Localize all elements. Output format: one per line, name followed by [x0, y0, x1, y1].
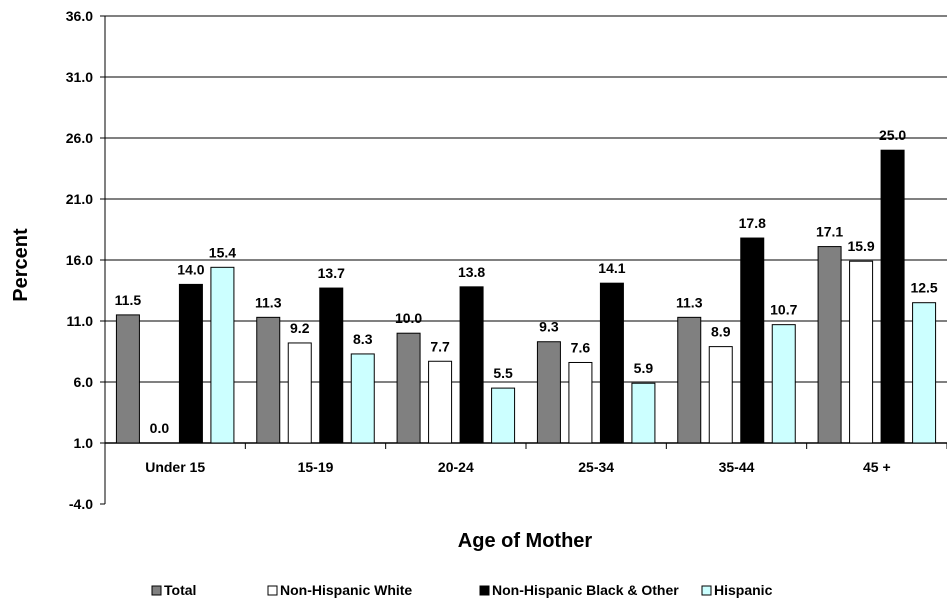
- bar: [459, 286, 484, 444]
- bar: [817, 246, 842, 444]
- legend-label: Non-Hispanic White: [280, 582, 412, 598]
- category-label: Under 15: [145, 459, 205, 475]
- y-tick-label: 1.0: [74, 435, 94, 451]
- category-label: 25-34: [578, 459, 614, 475]
- data-label: 11.5: [115, 292, 142, 308]
- y-tick-label: 16.0: [66, 252, 93, 268]
- legend-label: Hispanic: [714, 582, 773, 598]
- bar: [771, 324, 796, 444]
- data-label: 9.2: [290, 320, 310, 336]
- bars: [115, 149, 937, 444]
- legend-swatch: [479, 585, 490, 596]
- data-label: 15.9: [847, 238, 874, 254]
- legend-swatch: [151, 585, 162, 596]
- bar: [396, 332, 421, 444]
- data-label: 14.0: [177, 261, 204, 277]
- legend: Total Non-Hispanic White Non-Hispanic Blac…: [151, 582, 773, 598]
- data-label: 13.8: [458, 264, 485, 280]
- data-label: 5.9: [634, 360, 654, 376]
- y-tick-label: 31.0: [66, 69, 93, 85]
- x-axis-title: Age of Mother: [458, 530, 593, 552]
- data-label: 7.7: [430, 338, 450, 354]
- data-labels: 11.5 0.0 14.0 15.4 11.3 9.2 13.7 8.3 10.0 7.7 13.8…: [115, 127, 938, 436]
- legend-label: Non-Hispanic Black & Other: [492, 582, 679, 598]
- bar: [849, 260, 874, 444]
- data-label: 10.7: [770, 302, 797, 318]
- y-tick-label: 11.0: [67, 313, 94, 329]
- bar: [319, 287, 344, 444]
- y-axis-title: Percent: [10, 228, 32, 302]
- data-label: 5.5: [493, 365, 513, 381]
- category-label: 15-19: [298, 459, 334, 475]
- bar: [599, 282, 624, 444]
- data-label: 9.3: [539, 319, 559, 335]
- bar: [428, 360, 453, 444]
- legend-label: Total: [164, 582, 196, 598]
- y-tick-label: 21.0: [66, 191, 93, 207]
- data-label: 11.3: [676, 294, 703, 310]
- bar: [536, 341, 561, 444]
- data-label: 15.4: [209, 244, 236, 260]
- data-label: 10.0: [395, 310, 422, 326]
- bar: [256, 316, 281, 444]
- bar: [631, 382, 656, 444]
- data-label: 7.6: [571, 339, 591, 355]
- bar: [491, 387, 516, 444]
- bar: [350, 353, 375, 444]
- bar: [178, 283, 203, 444]
- category-label: 45 +: [863, 459, 891, 475]
- data-label: 11.3: [255, 294, 282, 310]
- legend-swatch: [267, 585, 278, 596]
- category-label: 35-44: [719, 459, 755, 475]
- gridlines: [105, 15, 947, 444]
- data-label: 12.5: [910, 280, 937, 296]
- data-label: 17.1: [816, 224, 843, 240]
- data-label: 0.0: [150, 420, 170, 436]
- y-tick-label: 36.0: [66, 8, 93, 24]
- bar: [708, 346, 733, 444]
- data-label: 17.8: [739, 215, 766, 231]
- bar: [115, 314, 140, 444]
- data-label: 14.1: [598, 260, 625, 276]
- data-label: 25.0: [879, 127, 906, 143]
- bar: [740, 237, 765, 444]
- data-label: 13.7: [318, 265, 345, 281]
- y-tick-label: 26.0: [66, 130, 93, 146]
- bar: [677, 316, 702, 444]
- data-label: 8.9: [711, 324, 731, 340]
- y-tick-label: -4.0: [69, 496, 93, 512]
- bar: [287, 342, 312, 444]
- category-label: 20-24: [438, 459, 474, 475]
- bar: [912, 302, 937, 444]
- y-tick-label: 6.0: [74, 374, 94, 390]
- bar: [880, 149, 905, 444]
- bar: [568, 361, 593, 444]
- legend-swatch: [701, 585, 712, 596]
- axes: -4.0 1.0 6.0 11.0 16.0 21.0 26.0 31.0 36.0 Under …: [66, 8, 947, 512]
- bar: [210, 266, 235, 444]
- data-label: 8.3: [353, 331, 373, 347]
